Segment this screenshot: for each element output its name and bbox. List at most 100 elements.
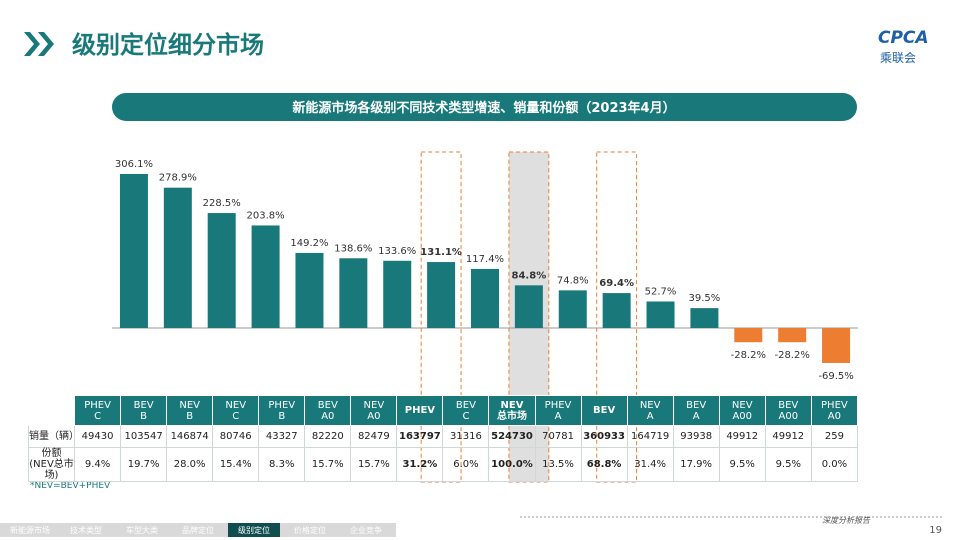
value-label: -28.2% xyxy=(731,350,766,361)
sales-cell: 49912 xyxy=(764,425,812,448)
column-header: BEV A0 xyxy=(304,395,352,426)
share-cell: 8.3% xyxy=(258,447,306,482)
share-cell: 31.4% xyxy=(626,447,674,482)
share-cell: 17.9% xyxy=(672,447,720,482)
table-row: PHEV C BEV B NEV B NEV C PHEV B BEV A0 NEV A0 P… xyxy=(27,395,859,426)
share-cell: 19.7% xyxy=(120,447,168,482)
column-header: NEV C xyxy=(212,395,260,426)
column-header: BEV B xyxy=(120,395,168,426)
nav-item[interactable]: 级别定位 xyxy=(238,525,270,535)
value-label: 131.1% xyxy=(420,247,462,258)
row-label: 份额 (NEV总市场) xyxy=(27,447,76,482)
highlight-box xyxy=(508,151,550,483)
bar xyxy=(690,308,719,328)
report-label: 深度分析报告 xyxy=(822,516,871,525)
value-label: 39.5% xyxy=(689,293,721,304)
share-cell: 0.0% xyxy=(810,447,859,482)
highlight-box xyxy=(420,151,462,483)
sales-cell: 93938 xyxy=(672,425,720,448)
nav-item[interactable]: 价格定位 xyxy=(294,525,326,535)
sales-cell: 31316 xyxy=(442,425,490,448)
sales-cell: 43327 xyxy=(258,425,306,448)
nav-item[interactable]: 企业竞争 xyxy=(350,525,382,535)
column-header: BEV xyxy=(580,395,628,426)
sales-cell: 164719 xyxy=(626,425,674,448)
share-cell: 9.5% xyxy=(718,447,766,482)
sales-cell: 82220 xyxy=(304,425,352,448)
bar xyxy=(734,328,763,343)
footer-bar xyxy=(0,523,396,537)
value-label: 203.8% xyxy=(247,210,285,221)
share-cell: 100.0% xyxy=(488,447,536,482)
value-label: 149.2% xyxy=(290,238,328,249)
column-header: BEV C xyxy=(442,395,490,426)
column-header: PHEV A0 xyxy=(810,395,859,426)
share-cell: 13.5% xyxy=(534,447,582,482)
title-pill xyxy=(112,93,857,121)
bar xyxy=(207,213,236,328)
sales-cell: 103547 xyxy=(120,425,168,448)
value-label: 306.1% xyxy=(115,159,153,170)
nav-item[interactable]: 技术类型 xyxy=(70,525,102,535)
sales-cell: 82479 xyxy=(350,425,398,448)
share-cell: 9.5% xyxy=(764,447,812,482)
nav-item[interactable]: 车型大类 xyxy=(126,525,158,535)
column-header: BEV A xyxy=(672,395,720,426)
bar xyxy=(558,290,587,328)
value-label: 138.6% xyxy=(334,243,372,254)
chart-title: 新能源市场各级别不同技术类型增速、销量和份额（2023年4月） xyxy=(292,100,675,116)
nav-item[interactable]: 新能源市场 xyxy=(10,525,50,535)
value-label: 84.8% xyxy=(512,270,547,281)
value-label: 278.9% xyxy=(159,173,197,184)
share-cell: 15.7% xyxy=(304,447,352,482)
value-label: 133.6% xyxy=(378,246,416,257)
nav-item[interactable]: 品牌定位 xyxy=(182,525,214,535)
column-header: PHEV A xyxy=(534,395,582,426)
highlight-box xyxy=(596,151,638,483)
sales-cell: 80746 xyxy=(212,425,260,448)
bar xyxy=(163,187,192,328)
column-header: BEV A00 xyxy=(764,395,812,426)
bar xyxy=(295,252,324,328)
bar xyxy=(119,174,148,328)
bar xyxy=(646,301,675,328)
logo-sub: 乘联会 xyxy=(880,51,916,65)
bar xyxy=(514,285,543,328)
bar xyxy=(383,260,412,328)
corner-cell xyxy=(27,395,76,426)
sales-cell: 49430 xyxy=(74,425,122,448)
share-cell: 28.0% xyxy=(166,447,214,482)
chevron-icon xyxy=(24,32,54,56)
bar xyxy=(471,268,499,328)
nav-active xyxy=(228,523,280,537)
value-label: 117.4% xyxy=(466,254,504,265)
note: *NEV=BEV+PHEV xyxy=(30,481,111,491)
sales-cell: 146874 xyxy=(166,425,214,448)
column-header: NEV A00 xyxy=(718,395,766,426)
sales-cell: 70781 xyxy=(534,425,582,448)
bar xyxy=(822,328,851,363)
value-label: 52.7% xyxy=(645,286,677,297)
row-label: 销量（辆） xyxy=(27,425,79,448)
bar xyxy=(339,258,368,328)
share-cell: 6.0% xyxy=(442,447,490,482)
value-label: -28.2% xyxy=(774,350,809,361)
bar xyxy=(778,328,807,343)
bar xyxy=(251,225,280,328)
column-header: PHEV B xyxy=(258,395,306,426)
page-title: 级别定位细分市场 xyxy=(72,31,264,59)
value-label: 69.4% xyxy=(599,278,634,289)
bar xyxy=(427,262,456,328)
data-table: PHEV C BEV B NEV B NEV C PHEV B BEV A0 NEV A0 P… xyxy=(27,395,859,482)
column-header: PHEV xyxy=(396,395,444,426)
column-header: NEV 总市场 xyxy=(488,395,536,426)
column-header: PHEV C xyxy=(74,395,122,426)
column-header: NEV A xyxy=(626,395,674,426)
bar xyxy=(602,293,631,328)
page-number: 19 xyxy=(929,525,942,536)
sales-cell: 360933 xyxy=(580,425,628,448)
column-header: NEV A0 xyxy=(350,395,398,426)
share-cell: 15.4% xyxy=(212,447,260,482)
table-row: 份额 (NEV总市场) 9.4% 19.7% 28.0% 15.4% 8.3% 15.7% 1… xyxy=(27,447,859,482)
value-label: 74.8% xyxy=(557,275,589,286)
